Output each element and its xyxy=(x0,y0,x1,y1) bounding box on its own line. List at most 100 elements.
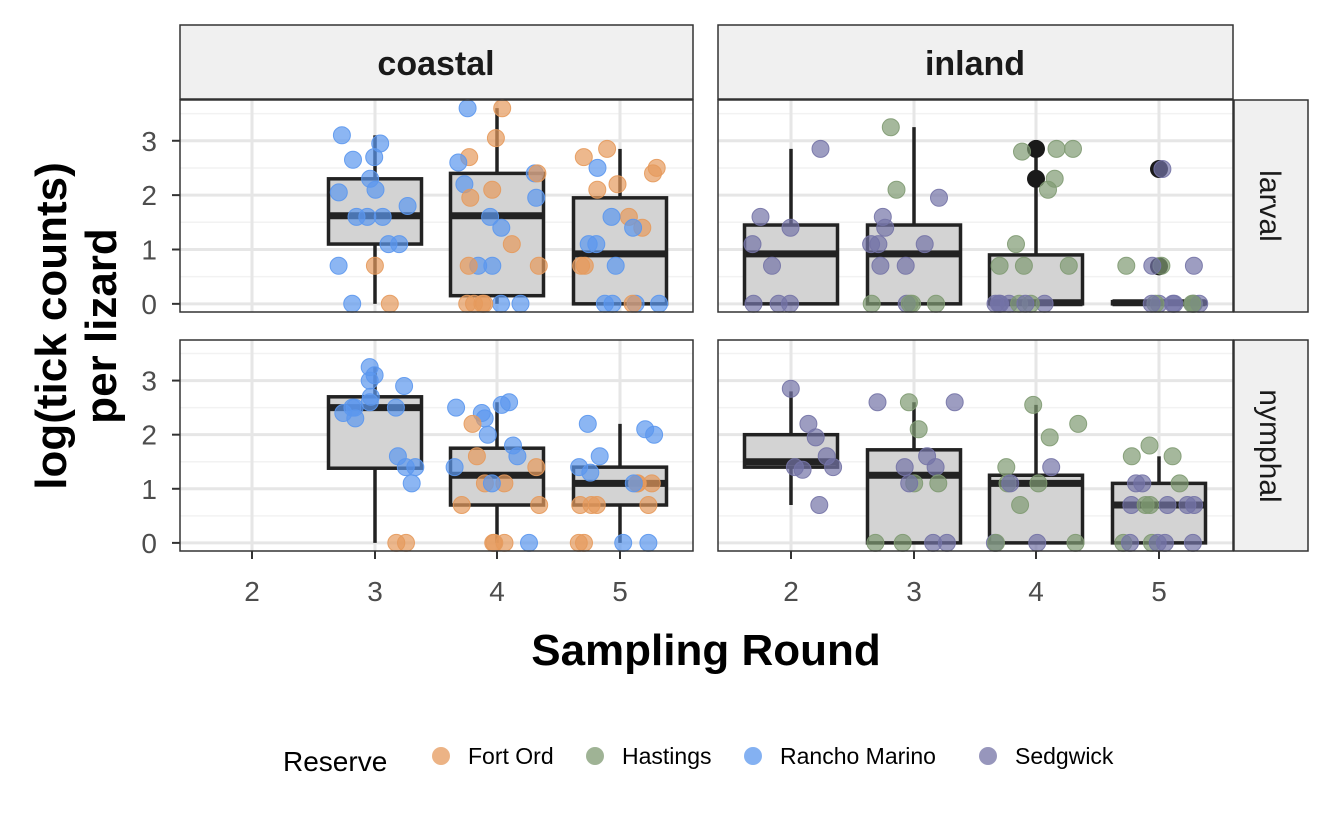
strip-larval: larval xyxy=(1253,170,1286,242)
point-fort-ord xyxy=(588,180,607,199)
point-sedgwick xyxy=(869,235,888,254)
y-axis-title-line1: log(tick counts) xyxy=(27,162,76,490)
point-sedgwick xyxy=(930,188,948,207)
point-fort-ord xyxy=(639,496,658,514)
point-fort-ord xyxy=(493,99,512,118)
point-sedgwick xyxy=(1184,256,1203,275)
y-axis-title-line2: per lizard xyxy=(77,228,126,424)
x-axis-inland: 2 3 4 5 xyxy=(783,551,1167,607)
point-sedgwick xyxy=(896,256,915,275)
point-rancho-marino xyxy=(395,377,414,395)
point-rancho-marino xyxy=(587,235,606,254)
point-rancho-marino xyxy=(590,447,609,466)
point-rancho-marino xyxy=(373,207,392,226)
y-tick-label: 2 xyxy=(141,420,157,451)
point-rancho-marino xyxy=(371,134,390,153)
y-tick-label: 1 xyxy=(141,474,157,505)
points-inland-larval xyxy=(743,118,1209,313)
point-fort-ord xyxy=(608,175,627,194)
y-axis-bottom: 0 1 2 3 xyxy=(141,366,180,559)
point-rancho-marino xyxy=(478,425,497,444)
panel-border xyxy=(179,99,694,313)
legend-title: Reserve xyxy=(283,746,387,777)
point-sedgwick xyxy=(1001,474,1020,493)
legend-key-hastings xyxy=(586,747,604,765)
point-sedgwick xyxy=(751,207,770,226)
point-sedgwick xyxy=(781,218,800,237)
point-hastings xyxy=(881,118,900,137)
point-rancho-marino xyxy=(492,294,510,313)
point-fort-ord xyxy=(572,256,591,275)
point-hastings xyxy=(1007,235,1025,254)
point-rancho-marino xyxy=(449,153,468,172)
point-fort-ord xyxy=(502,235,521,254)
legend-key-rancho-marino xyxy=(744,747,762,765)
point-sedgwick xyxy=(871,256,890,275)
x-tick-label: 2 xyxy=(244,576,260,607)
point-rancho-marino xyxy=(520,533,538,552)
box-body xyxy=(742,223,840,306)
point-sedgwick xyxy=(763,256,781,275)
point-sedgwick xyxy=(1178,496,1197,514)
point-sedgwick xyxy=(1121,533,1139,552)
x-tick-label: 4 xyxy=(1028,576,1044,607)
point-rancho-marino xyxy=(624,218,643,237)
point-hastings xyxy=(1136,496,1155,514)
legend-label-hastings: Hastings xyxy=(622,743,711,769)
point-sedgwick xyxy=(945,393,964,412)
point-rancho-marino xyxy=(492,218,511,237)
y-tick-label: 0 xyxy=(141,289,157,320)
point-fort-ord xyxy=(475,294,494,313)
point-hastings xyxy=(1069,414,1088,433)
point-fort-ord xyxy=(458,294,477,313)
point-sedgwick xyxy=(793,460,812,479)
point-sedgwick xyxy=(1042,458,1061,477)
x-axis-title: Sampling Round xyxy=(531,626,881,675)
panel-inland-nymphal xyxy=(717,339,1234,552)
point-hastings xyxy=(1029,474,1048,493)
point-rancho-marino xyxy=(332,126,351,145)
point-sedgwick xyxy=(744,294,763,313)
point-rancho-marino xyxy=(595,294,614,313)
point-rancho-marino xyxy=(386,398,405,417)
y-tick-label: 3 xyxy=(141,366,157,397)
point-rancho-marino xyxy=(578,414,597,433)
point-rancho-marino xyxy=(483,256,502,275)
panel-border xyxy=(717,99,1234,313)
point-hastings xyxy=(899,393,918,412)
point-rancho-marino xyxy=(402,474,421,493)
point-sedgwick xyxy=(781,379,800,398)
point-hastings xyxy=(862,294,881,313)
y-axis-top: 0 1 2 3 xyxy=(141,126,180,320)
strip-inland: inland xyxy=(925,45,1025,83)
point-sedgwick xyxy=(810,496,829,514)
strip-coastal-bg xyxy=(179,24,694,100)
point-rancho-marino xyxy=(482,474,501,493)
point-rancho-marino xyxy=(329,183,348,202)
point-hastings xyxy=(893,533,912,552)
point-hastings xyxy=(1040,428,1059,447)
point-fort-ord xyxy=(623,294,642,313)
point-fort-ord xyxy=(530,496,549,514)
point-rancho-marino xyxy=(445,458,464,477)
point-rancho-marino xyxy=(606,256,625,275)
point-rancho-marino xyxy=(481,207,500,226)
point-hastings xyxy=(927,294,945,313)
point-hastings xyxy=(1183,294,1202,313)
point-rancho-marino xyxy=(347,207,366,226)
legend-label-fort-ord: Fort Ord xyxy=(468,743,554,769)
point-hastings xyxy=(1064,139,1082,158)
point-fort-ord xyxy=(365,256,384,275)
point-fort-ord xyxy=(598,139,617,158)
point-rancho-marino xyxy=(588,158,607,177)
point-fort-ord xyxy=(569,533,588,552)
x-tick-label: 3 xyxy=(367,576,383,607)
point-sedgwick xyxy=(743,235,762,254)
strip-coastal: coastal xyxy=(377,45,494,83)
point-hastings xyxy=(909,420,928,439)
point-fort-ord xyxy=(483,180,502,199)
points-inland-nymphal xyxy=(781,379,1204,552)
point-hastings xyxy=(1117,256,1136,275)
point-fort-ord xyxy=(574,148,593,167)
